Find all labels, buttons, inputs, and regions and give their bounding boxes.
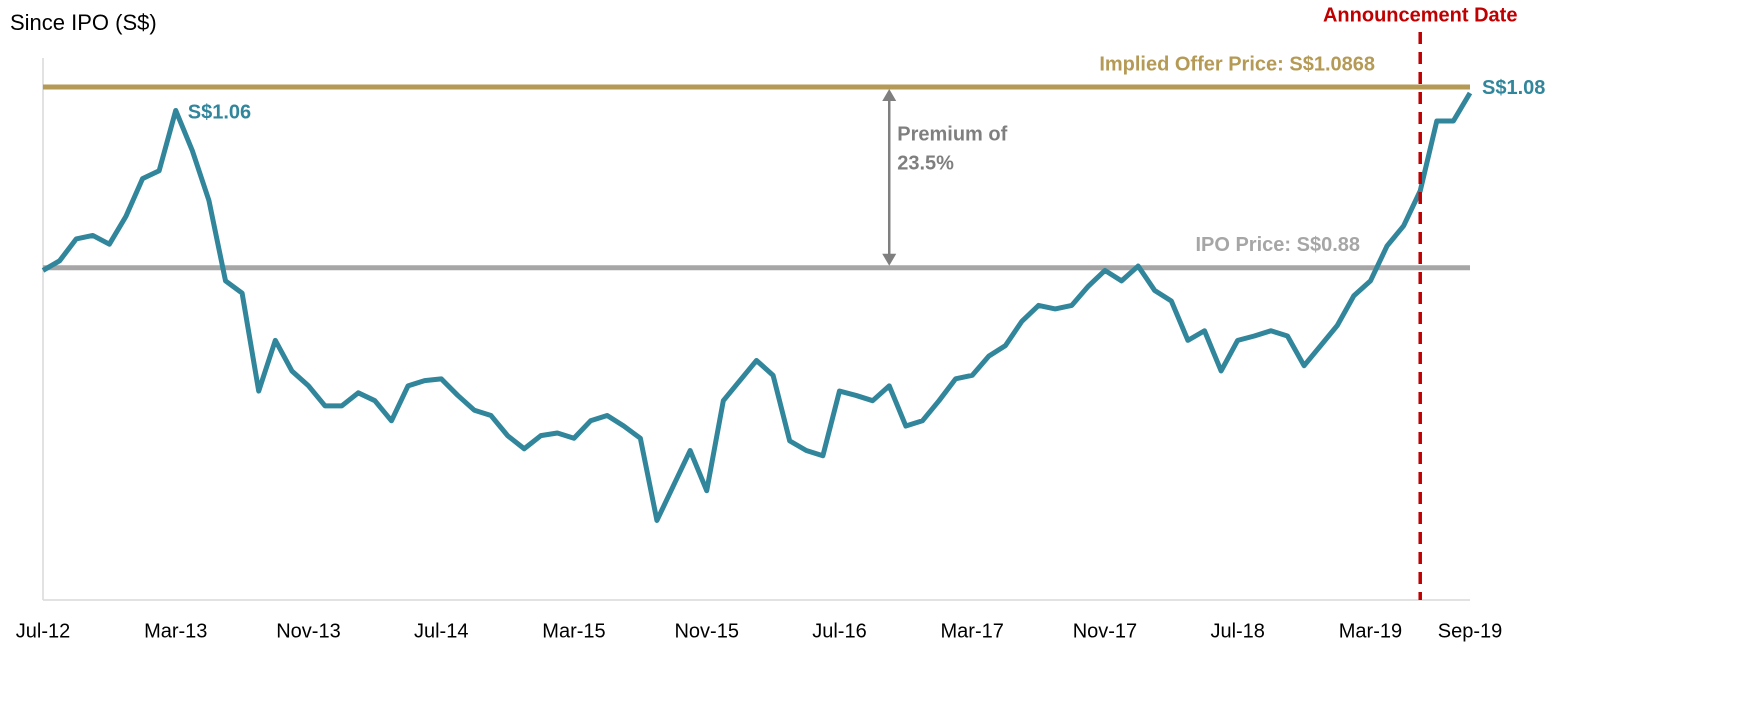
x-tick-label: Jul-14: [414, 620, 468, 642]
x-tick-label: Mar-17: [941, 620, 1004, 642]
point-label: S$1.06: [188, 102, 251, 124]
price-line: [41, 91, 1473, 523]
reference-label: Implied Offer Price: S$1.0868: [1099, 53, 1375, 75]
x-tick-label: Nov-13: [276, 620, 340, 642]
x-tick-label: Jul-16: [812, 620, 866, 642]
x-tick-label: Mar-15: [542, 620, 605, 642]
x-tick-label: Jul-12: [16, 620, 70, 642]
x-tick-label: Nov-17: [1073, 620, 1137, 642]
reference-label: IPO Price: S$0.88: [1195, 234, 1360, 256]
arrow-head: [882, 253, 897, 266]
chart-title: Since IPO (S$): [10, 10, 157, 35]
x-tick-label: Sep-19: [1438, 620, 1503, 642]
announcement-label: Announcement Date: [1323, 4, 1517, 26]
x-tick-label: Mar-19: [1339, 620, 1402, 642]
x-tick-label: Jul-18: [1210, 620, 1264, 642]
arrow-head: [882, 89, 897, 102]
x-tick-label: Mar-13: [144, 620, 207, 642]
premium-label: Premium of: [897, 123, 1007, 145]
premium-label: 23.5%: [897, 152, 954, 174]
x-tick-label: Nov-15: [674, 620, 738, 642]
point-label: S$1.08: [1482, 77, 1545, 99]
